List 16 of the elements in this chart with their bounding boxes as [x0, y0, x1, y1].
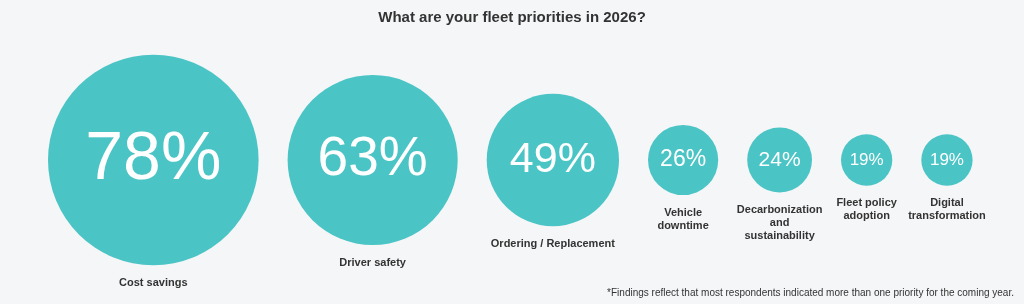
category-label: Vehicle downtime: [657, 205, 709, 231]
text: What are your fleet priorities in 2026?: [378, 8, 646, 26]
data-label: 63%: [317, 125, 428, 188]
category-label: Fleet policy adoption: [836, 196, 898, 222]
data-label: 24%: [758, 146, 801, 170]
data-label: 19%: [849, 149, 884, 169]
category-label: Driver safety: [339, 255, 407, 268]
data-label: 49%: [509, 132, 596, 181]
text: *Findings reflect that most respondents indicated more than one priority for the coming year.: [607, 286, 1014, 298]
category-label: Decarbonization and sustainability: [736, 202, 823, 241]
category-label: Ordering / Replacement: [490, 236, 616, 249]
data-label: 19%: [929, 149, 964, 169]
data-label: 78%: [85, 116, 222, 193]
category-label: Cost savings: [119, 275, 188, 288]
data-label: 26%: [660, 145, 707, 172]
category-label: Digital transformation: [908, 196, 987, 222]
